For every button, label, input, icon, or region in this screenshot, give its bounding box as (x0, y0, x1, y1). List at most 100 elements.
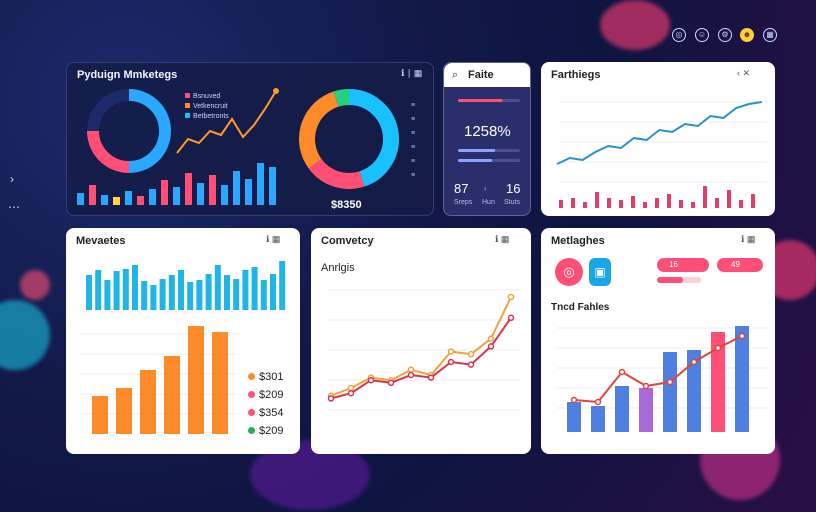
panel-menu-icon[interactable]: ℹ ▦ (266, 234, 281, 244)
bar (221, 185, 228, 205)
series-a-line (330, 296, 512, 397)
series-a-point (347, 384, 355, 392)
bar (279, 261, 286, 310)
legend: Bsnuved Vetkencruit Betbetronts (185, 93, 229, 120)
target-icon[interactable]: ◎ (672, 28, 686, 42)
series-b-point (507, 314, 515, 322)
bar (687, 350, 701, 432)
search-icon[interactable]: ⌕ (452, 69, 459, 81)
series-b-point (487, 343, 495, 350)
bar (269, 167, 276, 205)
series-b-point (327, 395, 335, 402)
legend-item: Vetkencruit (185, 103, 229, 110)
trend-point (738, 332, 746, 340)
bar (679, 200, 683, 208)
bar (116, 388, 132, 434)
series-a-point (407, 366, 415, 374)
legend-item: Betbetronts (185, 113, 229, 120)
bar (233, 279, 240, 310)
panel-title: Faite (468, 69, 494, 81)
legend-label: Bsnuved (193, 93, 221, 100)
panel3-chart (556, 101, 767, 208)
bar (86, 275, 92, 310)
badge-right[interactable]: 49 (717, 258, 763, 272)
bar (159, 279, 166, 310)
trend-point (690, 358, 698, 366)
series-b-point (387, 379, 395, 387)
trend-point (570, 396, 578, 404)
bar (197, 183, 204, 205)
series-b-point (427, 374, 435, 381)
bar (251, 267, 258, 310)
legend-item: Bsnuved (185, 93, 229, 100)
bell-icon[interactable]: ☻ (740, 28, 754, 42)
series-b-point (347, 389, 355, 397)
series-b-line (330, 317, 512, 400)
legend-label: Vetkencruit (193, 103, 228, 110)
bar (209, 175, 216, 205)
bar (631, 196, 635, 208)
series-a-point (507, 293, 515, 301)
panel-menu-icon[interactable]: ℹ ▦ (495, 234, 510, 244)
trend-line (556, 101, 762, 165)
progress-fill (458, 149, 496, 152)
legend-label: Betbetronts (193, 113, 229, 120)
series-b-point (447, 358, 455, 366)
panel5-chart (327, 289, 521, 411)
bar (141, 281, 148, 310)
bar (113, 197, 120, 205)
bar (137, 196, 144, 205)
separator: ‹ (484, 184, 487, 193)
bar (77, 193, 84, 205)
panel-title: Metlaghes (551, 235, 605, 247)
legend-value: $209 (259, 389, 284, 401)
panel-title: Farthiegs (551, 69, 601, 81)
bar (122, 269, 129, 310)
side-icons: ≡ ≡ ≡ ≡ ≡ ≡ (411, 102, 416, 179)
bar (257, 163, 264, 205)
bar (150, 285, 157, 310)
donut-slice (308, 158, 365, 189)
grid-icon[interactable]: ▦ (763, 28, 777, 42)
metrics-panel: Mevaetes ℹ ▦ $301 $209 $354 $209 (66, 228, 300, 454)
bar (224, 275, 230, 310)
bar (270, 274, 276, 310)
legend: $301 $209 $354 $209 (248, 368, 283, 440)
device-icon: ▣ (589, 258, 611, 286)
series-b-point (467, 361, 475, 368)
bar (663, 352, 677, 432)
bar (173, 187, 180, 205)
settings-icon[interactable]: ⚙ (718, 28, 732, 42)
bar (591, 406, 605, 432)
bar (727, 190, 731, 208)
donut-slice (128, 89, 171, 173)
panel-menu-icon[interactable]: ℹ ▦ (741, 234, 756, 244)
progress-fill (458, 159, 493, 162)
chevron-right-icon[interactable]: › (10, 172, 14, 186)
marketing-panel: Pyduign Mmketegs ℹ ∣ ▦ Bsnuved Vetkencru… (66, 62, 434, 216)
badge-left[interactable]: 16 (657, 258, 709, 272)
panel-header (444, 63, 530, 87)
bar (149, 189, 156, 205)
progress-bars (458, 99, 520, 162)
bar (567, 402, 581, 432)
bar (214, 265, 221, 310)
donut-slice (299, 91, 339, 169)
bar (187, 282, 194, 310)
bar (92, 396, 108, 434)
bar (188, 326, 204, 434)
trend-point (618, 368, 626, 376)
panel1-charts (77, 88, 399, 205)
bokeh-blob (600, 0, 670, 50)
chart-subtitle: Tncd Fahles (551, 302, 610, 313)
bar (655, 198, 659, 208)
user-icon[interactable]: ☺ (695, 28, 709, 42)
foot-label: Hun (482, 199, 495, 206)
panel-menu-icon[interactable]: ‹ ✕ (737, 68, 751, 78)
bar (260, 280, 267, 310)
analysis-panel: Comvetcy ℹ ▦ Anrlgis (311, 228, 531, 454)
panel-menu-icon[interactable]: ℹ ∣ ▦ (401, 68, 423, 78)
more-icon[interactable]: ⋯ (8, 200, 20, 214)
legend-item: $301 (248, 368, 283, 386)
panel4-charts (80, 261, 286, 434)
